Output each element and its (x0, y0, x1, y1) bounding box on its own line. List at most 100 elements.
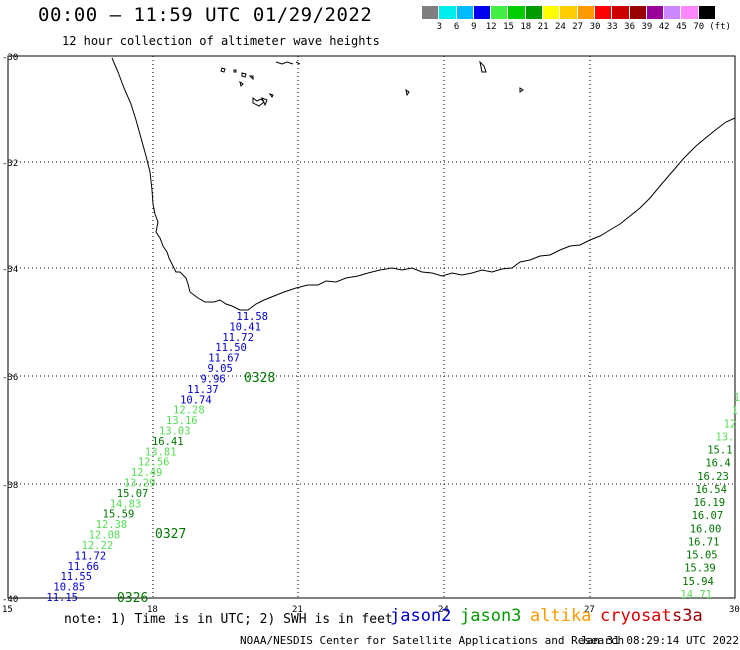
color-legend: 3 6 9 12 15 18 21 24 27 30 33 36 39 42 45 70 (ft) (422, 6, 731, 32)
wave-height-value: 11.58 (236, 311, 268, 323)
wave-height-value: 16.07 (692, 510, 724, 522)
wave-height-value: 16.00 (690, 523, 722, 535)
legend-swatch (646, 6, 665, 19)
wave-height-value: 10.74 (180, 394, 212, 406)
time-label-0328: 0328 (244, 371, 275, 386)
island (220, 60, 524, 107)
wave-height-tracks: 11.5810.4111.7211.5011.679.059.9611.3710… (46, 311, 740, 604)
wave-height-value: 11.50 (215, 342, 247, 354)
lat-label: -34 (2, 265, 18, 275)
legend-tick: 21 (537, 22, 549, 32)
generated-time: Jan 31 08:29:14 UTC 2022 (580, 634, 739, 647)
lat-label: -36 (2, 373, 18, 383)
legend-swatch (698, 6, 717, 19)
wave-height-value: 12.22 (82, 540, 114, 552)
map-title: 00:00 – 11:59 UTC 01/29/2022 (38, 4, 373, 26)
legend-swatch (681, 6, 699, 19)
legend-tick: 9 (471, 22, 477, 32)
wave-height-value: 11.55 (60, 571, 92, 583)
wave-height-value: 11.72 (75, 550, 107, 562)
wave-height-value: 16.71 (688, 536, 720, 548)
satellite-jason3: jason3 (460, 606, 522, 626)
wave-height-value: 14.71 (680, 589, 712, 601)
wave-height-value: 15.05 (686, 550, 718, 562)
wave-height-value: 15.59 (103, 509, 135, 521)
satellite-cryosat: cryosat (600, 606, 672, 626)
wave-height-value: 12.38 (96, 519, 128, 531)
lon-label: 27 (584, 605, 595, 615)
legend-swatch (664, 6, 682, 19)
legend-tick: 18 (520, 22, 532, 32)
wave-height-value: 16.23 (697, 471, 729, 483)
legend-tick: 39 (641, 22, 653, 32)
wave-height-value: 12.56 (138, 457, 170, 469)
wave-height-value: 13. (715, 431, 734, 443)
wave-height-value: 16.54 (695, 484, 727, 496)
wave-height-value: 16.19 (693, 497, 725, 509)
wave-height-value: 11.72 (222, 332, 254, 344)
lon-label: 21 (292, 605, 303, 615)
legend-swatch (525, 6, 544, 19)
legend-tick: 30 (589, 22, 601, 32)
satellite-altika: altika (530, 606, 592, 626)
wave-height-value: 1 (732, 405, 738, 417)
wave-height-value: 12 (724, 418, 737, 430)
legend-tick: 6 (453, 22, 460, 32)
wave-height-value: 12.08 (89, 530, 121, 542)
legend-swatch (560, 6, 578, 19)
lat-label: -30 (2, 53, 18, 63)
legend-tick: 70 (693, 22, 705, 32)
wave-height-value: 15.1 (707, 445, 732, 457)
wave-height-value: 12.49 (131, 467, 163, 479)
legend-swatch (508, 6, 526, 19)
legend-swatch (594, 6, 613, 19)
legend-tick: 3 (436, 22, 443, 32)
legend-swatch (543, 6, 561, 19)
map-frame (7, 55, 736, 599)
wave-height-value: 13.29 (124, 478, 156, 490)
legend-swatch (456, 6, 474, 19)
lon-label: 24 (438, 605, 449, 615)
legend-swatches (422, 6, 717, 19)
legend-tick: 45 (676, 22, 687, 32)
wave-height-value: 13.03 (159, 425, 191, 437)
wave-height-value: 15.39 (684, 563, 716, 575)
wave-height-value: 13.81 (145, 446, 177, 458)
lat-label: -32 (2, 159, 18, 169)
legend-tick: (ft) (709, 22, 731, 32)
wave-height-value: 11.66 (68, 561, 100, 573)
wave-height-value: 15.94 (682, 576, 714, 588)
legend-swatch (577, 6, 595, 19)
lat-label: -40 (2, 595, 18, 605)
lon-label: 18 (147, 605, 158, 615)
legend-swatch (439, 6, 457, 19)
legend-tick: 27 (572, 22, 584, 32)
wave-height-value: 10.41 (229, 321, 261, 333)
lon-label: 15 (2, 605, 13, 615)
legend-swatch (629, 6, 647, 19)
map-subtitle: 12 hour collection of altimeter wave hei… (62, 34, 380, 48)
wave-height-value: 11.37 (187, 384, 219, 396)
satellite-jason2: jason2 (390, 606, 452, 626)
wave-height-value: 9.96 (200, 373, 225, 385)
legend-tick: 33 (606, 22, 618, 32)
wave-height-value: 13.16 (166, 415, 198, 427)
wave-height-value: 9.05 (208, 363, 233, 375)
legend-tick: 12 (485, 22, 497, 32)
coastline (111, 57, 736, 311)
satellite-s3a: s3a (672, 606, 703, 626)
wave-height-value: 15.07 (117, 488, 149, 500)
wave-height-value: 12.28 (173, 405, 205, 417)
footer-note: note: 1) Time is in UTC; 2) SWH is in fe… (64, 612, 393, 627)
wave-height-value: 11.15 (46, 592, 78, 604)
wave-height-value: 1 (734, 392, 740, 404)
legend-tick: 15 (503, 22, 514, 32)
lon-label: 30 (729, 605, 740, 615)
legend-swatch (612, 6, 630, 19)
wave-height-value: 11.67 (208, 353, 240, 365)
lat-label: -38 (2, 481, 18, 491)
wave-height-value: 10.85 (53, 582, 85, 594)
legend-tick: 36 (624, 22, 636, 32)
